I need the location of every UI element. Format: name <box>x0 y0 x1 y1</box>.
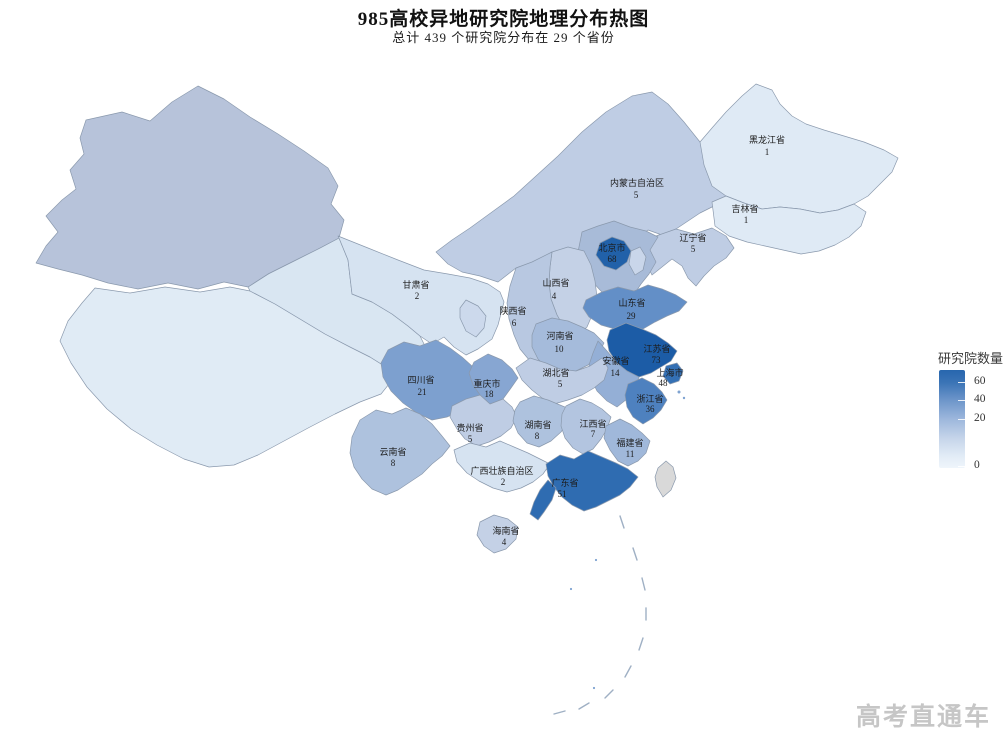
province-value-sichuan: 21 <box>418 387 427 397</box>
province-label-beijing: 北京市 <box>598 242 625 253</box>
province-label-fujian: 福建省 <box>616 437 643 448</box>
province-beijing <box>595 236 632 271</box>
province-shapes <box>35 83 899 554</box>
province-label-shandong: 山东省 <box>618 297 645 308</box>
province-value-jiangxi: 7 <box>591 429 596 439</box>
island-dot <box>592 686 596 690</box>
island-dot <box>594 558 598 562</box>
legend-tick-40: 40 <box>974 393 986 405</box>
province-jiangsu <box>606 322 678 378</box>
island-dots <box>569 390 686 690</box>
province-guangdong-leizhou <box>529 479 557 521</box>
province-value-chongqing: 18 <box>485 389 495 399</box>
province-value-neimenggu: 5 <box>634 190 639 200</box>
legend-tickmark <box>958 382 965 383</box>
province-label-guangxi: 广西壮族自治区 <box>470 465 533 476</box>
legend-tick-60: 60 <box>974 375 986 387</box>
province-shandong <box>582 284 688 334</box>
province-shanghai <box>662 362 684 385</box>
province-value-anhui: 14 <box>611 368 621 378</box>
nine-dash-line <box>553 515 647 715</box>
legend-tickmark <box>958 419 965 420</box>
watermark: 高考直通车 <box>855 703 991 731</box>
province-label-hunan: 湖南省 <box>524 419 551 430</box>
province-value-guangxi: 2 <box>501 477 506 487</box>
legend-title: 研究院数量 <box>938 351 1004 366</box>
province-value-guizhou: 5 <box>468 434 473 444</box>
province-label-liaoning: 辽宁省 <box>679 232 706 243</box>
province-value-hainan: 4 <box>502 537 507 547</box>
province-label-shanghai: 上海市 <box>656 367 683 378</box>
province-label-henan: 河南省 <box>546 330 573 341</box>
province-label-guizhou: 贵州省 <box>456 422 483 433</box>
province-label-guangdong: 广东省 <box>551 477 578 488</box>
province-value-gansu: 2 <box>415 291 420 301</box>
province-value-hubei: 5 <box>558 379 563 389</box>
island-dot <box>677 390 681 394</box>
province-value-shanghai: 48 <box>659 378 669 388</box>
province-value-henan: 10 <box>555 344 565 354</box>
province-value-shandong: 29 <box>627 311 637 321</box>
island-dot <box>569 587 573 591</box>
legend-tickmark <box>958 466 965 467</box>
province-label-anhui: 安徽省 <box>602 355 629 366</box>
province-value-zhejiang: 36 <box>646 404 656 414</box>
province-zhejiang <box>624 377 668 425</box>
province-hubei <box>515 357 609 405</box>
province-value-beijing: 68 <box>608 254 618 264</box>
province-guangxi <box>453 440 551 493</box>
province-value-jilin: 1 <box>744 215 749 225</box>
province-value-fujian: 11 <box>626 449 635 459</box>
province-value-yunnan: 8 <box>391 458 396 468</box>
province-guangdong <box>545 450 639 512</box>
province-value-guangdong: 51 <box>558 489 567 499</box>
province-heilongjiang <box>699 83 899 214</box>
page-subtitle: 总计 439 个研究院分布在 29 个省份 <box>392 30 615 45</box>
legend: 研究院数量 60 40 20 0 <box>936 348 1007 483</box>
province-hainan <box>476 514 519 554</box>
province-label-gansu: 甘肃省 <box>402 279 429 290</box>
province-labels: 黑龙江省 1 吉林省 1 辽宁省 5 内蒙古自治区 5 北京市 68 甘肃省 2… <box>379 134 785 547</box>
province-fujian <box>603 418 651 467</box>
province-value-jiangsu: 73 <box>652 355 662 365</box>
legend-tick-0: 0 <box>974 459 980 471</box>
province-label-shanxi: 山西省 <box>542 277 569 288</box>
province-tianjin <box>628 246 647 276</box>
province-label-hubei: 湖北省 <box>542 367 569 378</box>
province-label-chongqing: 重庆市 <box>473 378 500 389</box>
province-label-jiangsu: 江苏省 <box>643 343 670 354</box>
province-ningxia <box>459 299 487 338</box>
province-taiwan <box>654 460 677 498</box>
province-label-shaanxi: 陕西省 <box>499 305 526 316</box>
page-title: 985高校异地研究院地理分布热图 <box>357 9 650 30</box>
province-henan <box>531 317 605 376</box>
province-label-hainan: 海南省 <box>492 525 519 536</box>
province-label-jilin: 吉林省 <box>731 203 758 214</box>
province-value-shaanxi: 6 <box>512 318 517 328</box>
province-value-shanxi: 4 <box>552 291 557 301</box>
province-jiangxi <box>560 398 612 455</box>
province-guizhou <box>449 394 518 447</box>
province-label-heilongjiang: 黑龙江省 <box>749 134 785 145</box>
province-label-zhejiang: 浙江省 <box>636 393 663 404</box>
province-jilin <box>711 195 867 255</box>
province-label-yunnan: 云南省 <box>379 446 406 457</box>
legend-tick-20: 20 <box>974 412 986 424</box>
province-label-neimenggu: 内蒙古自治区 <box>610 177 664 188</box>
province-value-hunan: 8 <box>535 431 540 441</box>
province-xinjiang <box>35 85 345 290</box>
island-dot <box>682 396 686 400</box>
province-gansu <box>337 235 505 356</box>
province-label-sichuan: 四川省 <box>407 374 434 385</box>
legend-tickmark <box>958 400 965 401</box>
province-value-liaoning: 5 <box>691 244 696 254</box>
legend-colorbar <box>939 370 965 468</box>
province-liaoning <box>645 227 735 287</box>
province-hunan <box>512 395 573 448</box>
province-yunnan <box>349 407 451 496</box>
province-label-jiangxi: 江西省 <box>579 418 606 429</box>
province-value-heilongjiang: 1 <box>765 147 770 157</box>
